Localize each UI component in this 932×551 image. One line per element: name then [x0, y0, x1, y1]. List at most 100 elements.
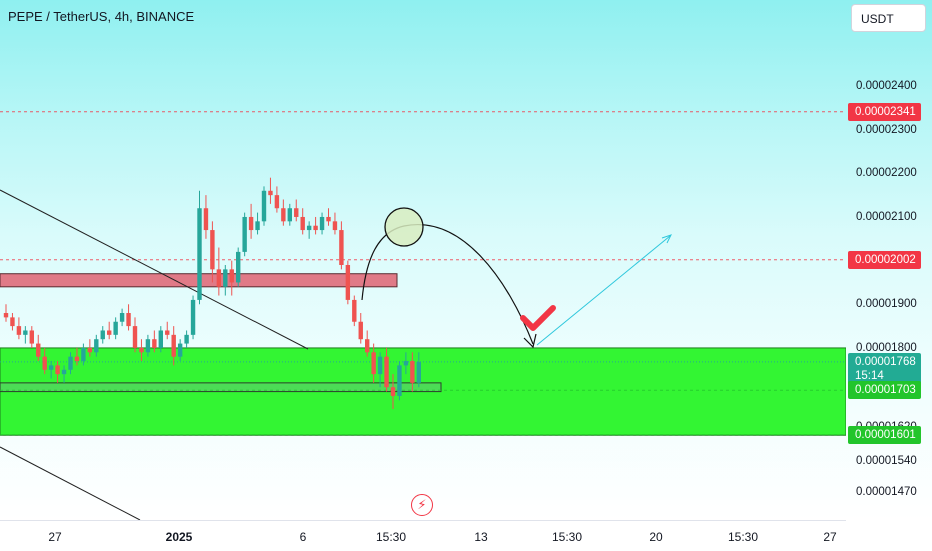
- candle-body-62: [403, 361, 409, 366]
- price-tick-label: 0.00002400: [856, 80, 917, 92]
- candle-body-9: [61, 369, 67, 375]
- current-price-tag: 0.00001768 15:14: [848, 352, 921, 385]
- time-tick-label: 20: [649, 530, 663, 544]
- candle-body-56: [365, 339, 370, 353]
- candle-body-39: [255, 221, 260, 231]
- candle-body-38: [248, 216, 254, 231]
- candle-body-44: [287, 208, 292, 222]
- candle-body-36: [236, 251, 241, 283]
- candle-body-61: [397, 365, 402, 396]
- price-tick-label: 0.00002300: [856, 123, 917, 136]
- candle-body-32: [210, 230, 215, 270]
- trend-line-upper: [0, 189, 309, 350]
- price-tick-label: 0.00001900: [856, 298, 917, 311]
- chart-title: PEPE / TetherUS, 4h, BINANCE: [8, 9, 195, 24]
- candle-body-53: [345, 264, 351, 300]
- price-tag: 0.00001703: [848, 381, 921, 400]
- time-tick-label: 15:30: [375, 530, 407, 544]
- candle-body-47: [306, 225, 312, 231]
- candle-body-46: [300, 216, 305, 231]
- candle-body-31: [203, 208, 209, 231]
- chart-area[interactable]: [0, 0, 846, 520]
- candle-body-28: [184, 334, 189, 344]
- candle-body-24: [158, 330, 163, 348]
- price-tick-label: 0.00001540: [856, 455, 917, 468]
- lightning-icon[interactable]: ⚡: [411, 494, 433, 516]
- candle-body-14: [94, 339, 99, 353]
- candle-body-12: [81, 347, 86, 362]
- candle-body-59: [384, 356, 389, 388]
- candle-body-7: [48, 365, 54, 370]
- time-axis[interactable]: 27 2025 6 15:30 13 15:30 20 15:30 27: [0, 520, 846, 551]
- candle-body-6: [42, 356, 47, 370]
- price-tick-label: 0.00002100: [856, 210, 917, 223]
- highlight-circle: [384, 207, 424, 247]
- candle-body-58: [377, 356, 383, 375]
- time-tick-label: 2025: [165, 530, 193, 544]
- target-arrowhead: [661, 234, 672, 244]
- candle-body-54: [352, 299, 357, 322]
- candle-body-22: [145, 339, 151, 353]
- candle-body-43: [281, 208, 286, 222]
- trend-line-lower: [0, 446, 141, 520]
- candle-body-19: [126, 313, 131, 327]
- candle-body-49: [319, 216, 325, 231]
- bar-countdown: 15:14: [855, 369, 884, 382]
- support-inner-zone: [0, 382, 442, 393]
- price-tag: 0.00001601: [848, 425, 921, 444]
- candle-body-57: [371, 352, 376, 375]
- candle-body-35: [229, 269, 234, 283]
- candle-body-41: [268, 190, 273, 196]
- candle-body-34: [223, 269, 228, 287]
- price-tick-label: 0.00002200: [856, 167, 917, 180]
- currency-button[interactable]: USDT: [851, 4, 926, 32]
- candle-body-18: [119, 313, 125, 322]
- price-tag: 0.00002002: [848, 250, 921, 269]
- candle-body-17: [113, 321, 118, 335]
- candle-body-27: [177, 343, 183, 357]
- price-tag: 0.00002341: [848, 102, 921, 121]
- candle-body-29: [190, 299, 196, 335]
- candle-body-20: [132, 326, 138, 348]
- candle-body-16: [107, 330, 112, 335]
- candle-body-33: [216, 269, 222, 287]
- candle-body-50: [326, 216, 331, 222]
- time-tick-label: 27: [823, 530, 837, 544]
- candle-body-3: [23, 330, 28, 335]
- time-tick-label: 13: [474, 530, 488, 544]
- checkmark-icon: [520, 305, 556, 331]
- candle-body-37: [242, 216, 247, 252]
- time-tick-label: 15:30: [727, 530, 759, 544]
- projection-arrowhead: [523, 333, 537, 349]
- candle-body-11: [74, 356, 80, 362]
- candle-body-60: [390, 387, 396, 396]
- candle-body-15: [100, 330, 105, 340]
- target-line: [536, 235, 671, 346]
- candle-body-40: [261, 190, 267, 222]
- candle-body-0: [3, 313, 9, 318]
- time-tick-label: 27: [48, 530, 62, 544]
- candle-body-10: [68, 356, 73, 370]
- candle-body-2: [16, 326, 22, 335]
- candle-body-64: [416, 361, 421, 383]
- candle-body-8: [55, 365, 60, 375]
- candle-body-13: [87, 347, 93, 353]
- candle-body-63: [410, 361, 415, 383]
- candle-body-30: [197, 208, 202, 300]
- candle-body-52: [339, 230, 344, 265]
- candle-body-25: [165, 330, 170, 335]
- candle-body-45: [294, 208, 299, 217]
- candle-body-42: [274, 195, 280, 209]
- time-tick-label: 15:30: [551, 530, 583, 544]
- candle-body-23: [152, 339, 157, 348]
- candle-body-55: [358, 321, 363, 340]
- candle-body-4: [29, 330, 34, 344]
- price-tick-label: 0.00001470: [856, 486, 917, 498]
- chart-canvas[interactable]: [0, 0, 846, 520]
- candle-body-51: [332, 221, 338, 231]
- current-price-value: 0.00001768: [855, 355, 916, 368]
- candle-body-26: [171, 334, 176, 357]
- price-tick-label: 0.00001800: [856, 341, 917, 354]
- candle-body-48: [313, 225, 318, 231]
- time-tick-label: 6: [299, 530, 307, 544]
